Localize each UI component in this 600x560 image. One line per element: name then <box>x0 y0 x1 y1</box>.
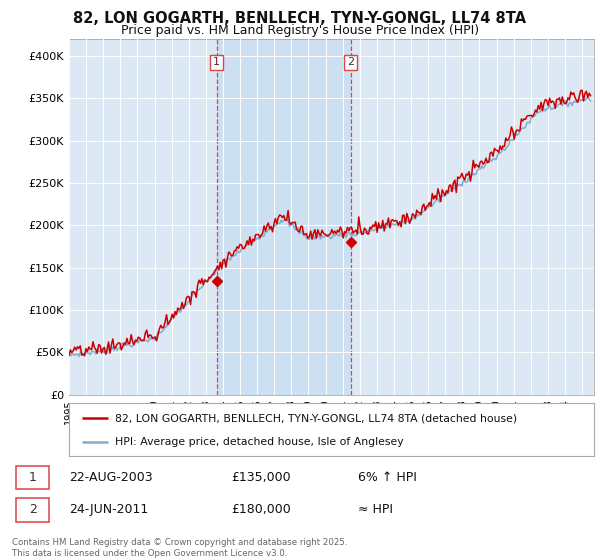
FancyBboxPatch shape <box>16 498 49 521</box>
Text: 1: 1 <box>213 57 220 67</box>
Text: 2: 2 <box>347 57 354 67</box>
Text: 82, LON GOGARTH, BENLLECH, TYN-Y-GONGL, LL74 8TA: 82, LON GOGARTH, BENLLECH, TYN-Y-GONGL, … <box>73 11 527 26</box>
Text: £135,000: £135,000 <box>231 471 290 484</box>
Bar <box>217 39 350 395</box>
Text: 2: 2 <box>29 503 37 516</box>
Text: 24-JUN-2011: 24-JUN-2011 <box>70 503 149 516</box>
Text: Contains HM Land Registry data © Crown copyright and database right 2025.
This d: Contains HM Land Registry data © Crown c… <box>12 538 347 558</box>
Text: 82, LON GOGARTH, BENLLECH, TYN-Y-GONGL, LL74 8TA (detached house): 82, LON GOGARTH, BENLLECH, TYN-Y-GONGL, … <box>115 413 517 423</box>
Text: Price paid vs. HM Land Registry's House Price Index (HPI): Price paid vs. HM Land Registry's House … <box>121 24 479 36</box>
Text: £180,000: £180,000 <box>231 503 290 516</box>
Text: HPI: Average price, detached house, Isle of Anglesey: HPI: Average price, detached house, Isle… <box>115 436 404 446</box>
Text: 6% ↑ HPI: 6% ↑ HPI <box>358 471 416 484</box>
Text: 1: 1 <box>29 471 37 484</box>
Text: 22-AUG-2003: 22-AUG-2003 <box>70 471 153 484</box>
FancyBboxPatch shape <box>16 465 49 489</box>
Text: ≈ HPI: ≈ HPI <box>358 503 392 516</box>
